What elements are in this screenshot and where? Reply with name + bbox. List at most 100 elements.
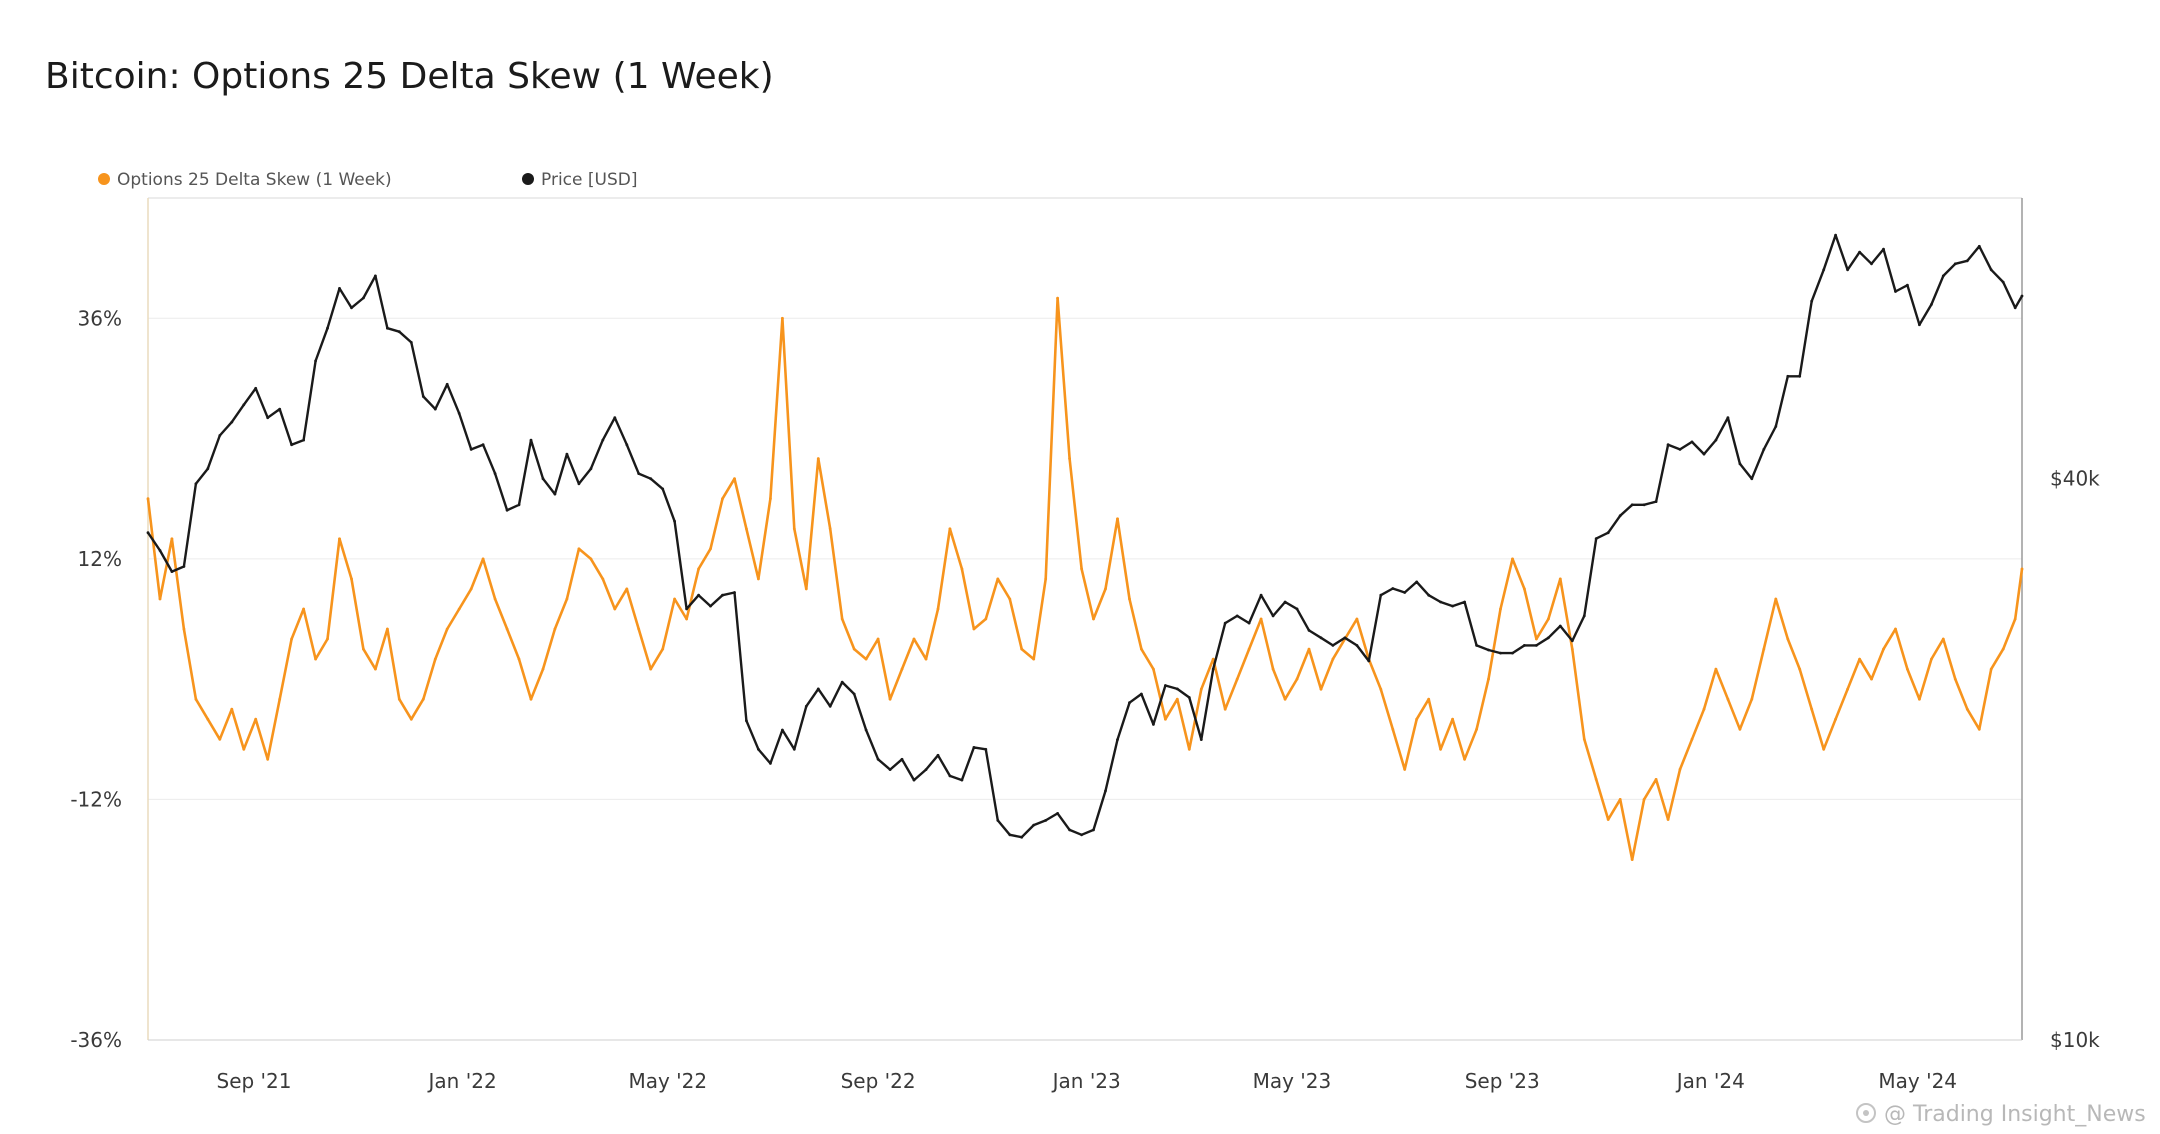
data-point-price: [1618, 514, 1622, 518]
data-point-skew: [1032, 657, 1036, 661]
data-point-skew: [266, 757, 270, 761]
data-point-skew: [1068, 457, 1071, 460]
data-point-price: [1882, 247, 1885, 251]
data-point-skew: [170, 537, 174, 541]
data-point-price: [613, 416, 617, 420]
data-point-price: [517, 503, 521, 507]
data-point-price: [1941, 274, 1945, 278]
data-point-skew: [1870, 677, 1873, 681]
data-point-skew: [1654, 778, 1658, 781]
watermark: @ Trading Insight_News: [1856, 1102, 2146, 1127]
data-point-price: [1475, 644, 1478, 647]
data-point-skew: [900, 667, 904, 671]
dot-icon: [522, 173, 534, 185]
data-point-skew: [1187, 747, 1191, 751]
data-point-price: [1654, 500, 1658, 503]
data-point-price: [972, 746, 976, 749]
data-point-skew: [1535, 637, 1538, 641]
x-tick-label: Sep '21: [217, 1069, 292, 1093]
data-point-skew: [397, 697, 401, 701]
data-point-price: [828, 704, 832, 708]
data-point-skew: [613, 607, 617, 611]
data-point-skew: [1642, 798, 1646, 801]
data-point-skew: [2001, 647, 2005, 651]
data-point-skew: [302, 607, 305, 611]
data-point-price: [792, 747, 796, 751]
data-point-skew: [541, 667, 545, 671]
data-point-price: [1906, 283, 1909, 287]
data-point-price: [218, 434, 222, 437]
data-point-price: [1259, 593, 1263, 597]
data-point-price: [254, 386, 258, 390]
data-point-price: [362, 296, 365, 300]
data-point-price: [864, 728, 868, 732]
data-point-price: [1678, 448, 1682, 451]
data-point-price: [1894, 290, 1897, 293]
data-point-skew: [2013, 617, 2017, 621]
data-point-skew: [1319, 687, 1323, 691]
data-point-skew: [146, 497, 150, 501]
data-point-skew: [1475, 727, 1478, 731]
data-point-price: [649, 477, 653, 481]
data-point-skew: [1199, 687, 1203, 691]
data-point-skew: [1894, 627, 1897, 631]
data-point-skew: [816, 457, 820, 460]
data-point-price: [1367, 659, 1371, 663]
data-point-price: [170, 570, 174, 573]
data-point-skew: [386, 627, 389, 631]
data-point-price: [1247, 621, 1251, 625]
legend-item-skew[interactable]: Options 25 Delta Skew (1 Week): [98, 170, 392, 190]
data-point-price: [206, 467, 210, 471]
y-left-tick-label: 12%: [78, 547, 122, 571]
data-point-skew: [1570, 647, 1574, 651]
legend-item-price[interactable]: Price [USD]: [522, 170, 637, 190]
data-point-skew: [1044, 577, 1048, 581]
data-point-price: [1774, 425, 1778, 428]
data-point-price: [1187, 696, 1191, 699]
data-point-skew: [1379, 687, 1383, 691]
data-point-price: [469, 448, 473, 451]
data-point-skew: [996, 577, 1000, 581]
data-point-skew: [1726, 697, 1730, 701]
data-point-price: [1846, 268, 1849, 272]
data-point-skew: [1140, 647, 1143, 651]
data-point-price: [661, 487, 665, 491]
data-point-skew: [1092, 617, 1095, 621]
dot-icon: [98, 173, 110, 185]
data-point-skew: [1211, 657, 1215, 661]
data-point-skew: [481, 557, 485, 561]
data-point-skew: [1558, 577, 1562, 581]
data-point-skew: [1918, 697, 1921, 701]
data-point-skew: [1714, 667, 1718, 671]
data-point-price: [1104, 789, 1107, 793]
data-point-price: [1511, 651, 1514, 655]
data-point-skew: [601, 577, 605, 581]
data-point-skew: [1882, 647, 1885, 651]
data-point-price: [1080, 833, 1083, 837]
data-point-price: [421, 395, 425, 398]
data-point-price: [2020, 294, 2024, 298]
data-point-price: [541, 477, 545, 481]
data-point-skew: [350, 577, 353, 581]
data-point-skew: [445, 627, 449, 631]
data-point-skew: [1355, 617, 1359, 621]
data-point-price: [338, 287, 341, 290]
data-point-skew: [697, 567, 700, 571]
data-point-price: [1977, 244, 1981, 248]
data-point-price: [1953, 262, 1957, 266]
data-point-skew: [1618, 798, 1622, 801]
data-point-price: [314, 359, 317, 363]
data-point-price: [1535, 644, 1538, 647]
data-point-price: [1714, 438, 1718, 442]
data-point-skew: [828, 527, 832, 531]
x-tick-label: May '23: [1253, 1069, 1332, 1093]
data-point-skew: [553, 627, 557, 631]
data-point-price: [1056, 812, 1059, 815]
data-point-skew: [1582, 737, 1586, 741]
data-point-price: [182, 565, 186, 568]
data-point-skew: [278, 697, 282, 701]
data-point-skew: [1164, 717, 1167, 721]
data-point-price: [1164, 684, 1167, 687]
data-point-price: [505, 508, 509, 512]
data-point-price: [673, 519, 676, 523]
